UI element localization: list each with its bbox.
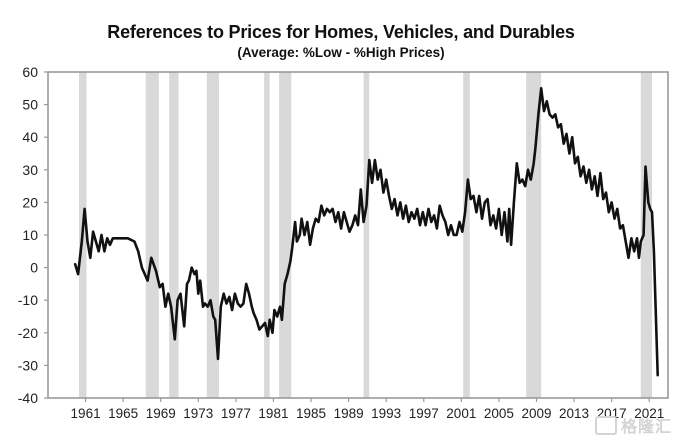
x-tick-label: 1969 [146,406,176,421]
recession-band [169,72,179,398]
recession-band [279,72,292,398]
x-axis: 1961 1965 1969 1973 1977 1981 1985 1989 1993 1997… [71,398,664,421]
x-tick-label: 1981 [258,406,288,421]
watermark-icon [594,416,617,435]
recession-band [463,72,470,398]
chart-subtitle: (Average: %Low - %High Prices) [237,45,445,60]
x-tick-label: 1985 [296,406,326,421]
x-tick-label: 1973 [183,406,213,421]
x-tick-label: 2013 [559,406,589,421]
x-tick-label: 2001 [446,406,476,421]
recession-band [640,72,653,398]
y-tick-label: -30 [18,357,38,373]
chart-title: References to Prices for Homes, Vehicles… [107,22,575,42]
x-tick-label: 1977 [221,406,251,421]
x-tick-label: 1989 [334,406,364,421]
watermark-logo: 格隆汇 [594,413,672,437]
x-tick-label: 1961 [71,406,101,421]
y-axis: 60 50 40 30 20 10 0 -10 -20 -30 -40 [18,64,48,406]
y-tick-label: -10 [18,292,38,308]
recession-band [526,72,542,398]
recession-bands [79,72,653,398]
x-tick-label: 1997 [409,406,439,421]
y-tick-label: 10 [22,227,38,243]
x-tick-label: 2021 [634,406,664,421]
y-tick-label: 50 [22,97,38,113]
y-tick-label: -40 [18,390,38,406]
y-tick-label: -20 [18,325,38,341]
y-tick-label: 60 [22,64,38,80]
y-tick-label: 30 [22,162,38,178]
x-tick-label: 1965 [108,406,138,421]
recession-band [206,72,219,398]
x-tick-label: 1993 [371,406,401,421]
recession-band [363,72,370,398]
recession-band [145,72,159,398]
watermark-text: 格隆汇 [620,419,672,436]
y-tick-label: 0 [30,260,38,276]
x-tick-label: 2009 [521,406,551,421]
y-tick-label: 40 [22,129,38,145]
series-line [73,87,659,377]
x-tick-label: 2005 [484,406,514,421]
plot-frame [47,71,669,399]
recession-band [264,72,270,398]
y-tick-label: 20 [22,194,38,210]
